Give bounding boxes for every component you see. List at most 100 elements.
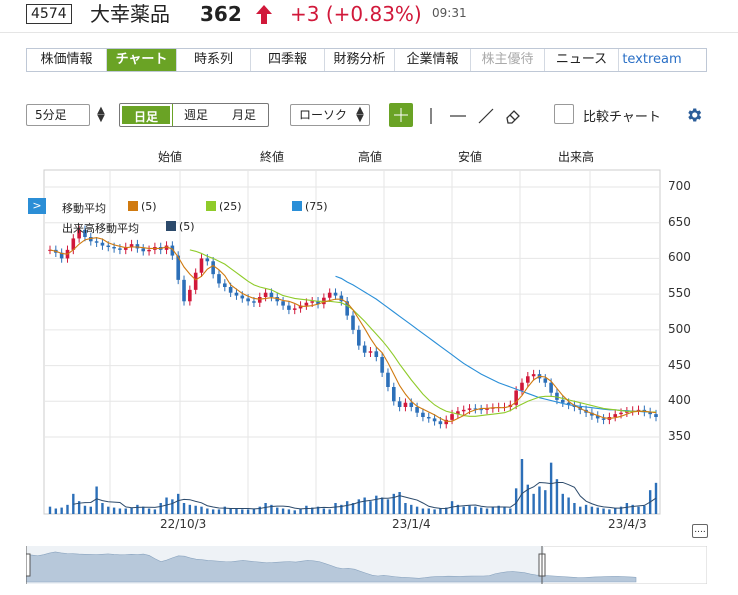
candle-body — [211, 261, 215, 275]
candle-body — [188, 289, 192, 302]
gear-icon[interactable] — [685, 106, 703, 124]
interval-value: 5分足 — [35, 108, 67, 122]
tab-0[interactable]: 株価情報 — [27, 49, 107, 71]
tab-8[interactable]: textream — [622, 52, 682, 67]
x-tick-label: 23/4/3 — [608, 517, 647, 531]
candle-body — [362, 345, 367, 353]
volume-bar — [538, 486, 541, 514]
volume-bar — [89, 506, 92, 514]
volume-bar — [206, 508, 209, 514]
volume-bar — [48, 506, 52, 514]
volume-bar — [293, 510, 296, 514]
compare-chart-checkbox[interactable] — [554, 104, 574, 124]
horizontal-line-tool-icon[interactable] — [448, 106, 468, 126]
volume-bar — [614, 508, 617, 514]
candle-body — [240, 295, 245, 299]
volume-bar — [217, 509, 221, 514]
candle-body — [421, 412, 425, 417]
candle-body — [415, 407, 419, 413]
eraser-icon[interactable] — [503, 105, 523, 125]
more-options-button[interactable]: .... — [692, 524, 708, 538]
chart-field-label: 始値 — [156, 148, 185, 165]
tab-4[interactable]: 財務分析 — [325, 49, 395, 71]
volume-bar — [252, 508, 256, 514]
update-time: 09:31 — [432, 6, 467, 20]
candle-body — [135, 244, 140, 249]
volume-bar — [299, 508, 302, 514]
ma-legend-label: 移動平均 — [62, 202, 106, 215]
tab-3[interactable]: 四季報 — [251, 49, 325, 71]
volume-bar — [631, 504, 634, 514]
volume-bar — [596, 507, 599, 514]
candle-body — [77, 229, 81, 239]
tab-5[interactable]: 企業情報 — [395, 49, 471, 71]
candle-body — [287, 305, 291, 310]
period-month-button[interactable]: 月足 — [231, 108, 256, 122]
legend-toggle-button[interactable]: > — [28, 198, 46, 214]
volume-ma5-legend: (5) — [166, 220, 195, 233]
interval-stepper-icon[interactable]: ▲ ▼ — [97, 105, 105, 124]
candle-body — [351, 315, 355, 330]
candle-body — [485, 408, 489, 410]
volume-bar — [54, 508, 58, 514]
volume-bar — [101, 503, 104, 514]
navigator-left-handle[interactable] — [26, 553, 31, 577]
period-week-button[interactable]: 週足 — [183, 108, 208, 122]
interval-select[interactable]: 5分足 — [26, 104, 90, 126]
volume-bar — [514, 488, 518, 514]
chart-type-stepper-icon[interactable]: ▲ ▼ — [356, 105, 364, 124]
tab-2[interactable]: 時系列 — [177, 49, 251, 71]
ma25-legend-period: (25) — [219, 200, 242, 213]
candle-body — [514, 390, 518, 405]
chart-type-select[interactable]: ローソク — [290, 104, 370, 126]
candle-body — [275, 297, 280, 302]
trend-line-tool-icon[interactable] — [476, 106, 496, 126]
candle-body — [281, 301, 285, 306]
volume-bar — [549, 462, 553, 514]
candle-body — [391, 387, 396, 402]
volume-bar — [328, 509, 331, 514]
candle-body — [164, 245, 169, 250]
candle-body — [88, 237, 93, 242]
volume-bar — [503, 506, 506, 514]
chart-type-value: ローソク — [299, 108, 348, 122]
candle-body — [374, 351, 379, 357]
tab-1[interactable]: チャート — [107, 49, 177, 71]
crosshair-tool-button[interactable] — [389, 103, 413, 127]
volume-bar — [427, 508, 430, 514]
candle-body — [234, 292, 239, 296]
tab-7[interactable]: ニュース — [545, 49, 619, 71]
candle-body — [444, 419, 449, 425]
range-navigator[interactable] — [26, 546, 707, 584]
candle-body — [456, 411, 460, 415]
candle-body — [263, 292, 268, 297]
candle-body — [625, 411, 629, 413]
candle-body — [531, 374, 536, 377]
candle-body — [450, 414, 454, 420]
candle-body — [345, 301, 349, 316]
candle-body — [228, 287, 233, 293]
compare-chart-label: 比較チャート — [583, 110, 661, 125]
candle-body — [595, 415, 600, 419]
candle-body — [252, 301, 256, 303]
volume-bar — [66, 504, 69, 514]
candle-body — [560, 399, 565, 403]
ma75-legend-period: (75) — [305, 200, 328, 213]
volume-bar — [270, 504, 273, 514]
chart-field-label: 高値 — [356, 148, 385, 165]
volume-bar — [643, 505, 646, 514]
vertical-line-tool-icon[interactable] — [425, 106, 437, 126]
volume-bar — [584, 504, 588, 514]
volume-bar — [363, 497, 366, 514]
y-tick-label: 600 — [668, 250, 691, 265]
chart-field-label: 出来高 — [556, 148, 597, 165]
tab-6: 株主優待 — [471, 49, 545, 71]
volume-bar — [532, 493, 535, 514]
content-frame — [0, 32, 738, 595]
volume-bar — [375, 495, 378, 514]
price-chart[interactable] — [0, 140, 738, 545]
volume-bar — [619, 506, 623, 514]
period-day-button[interactable]: 日足 — [120, 104, 173, 126]
candle-body — [182, 279, 186, 302]
volume-bar — [433, 509, 436, 514]
